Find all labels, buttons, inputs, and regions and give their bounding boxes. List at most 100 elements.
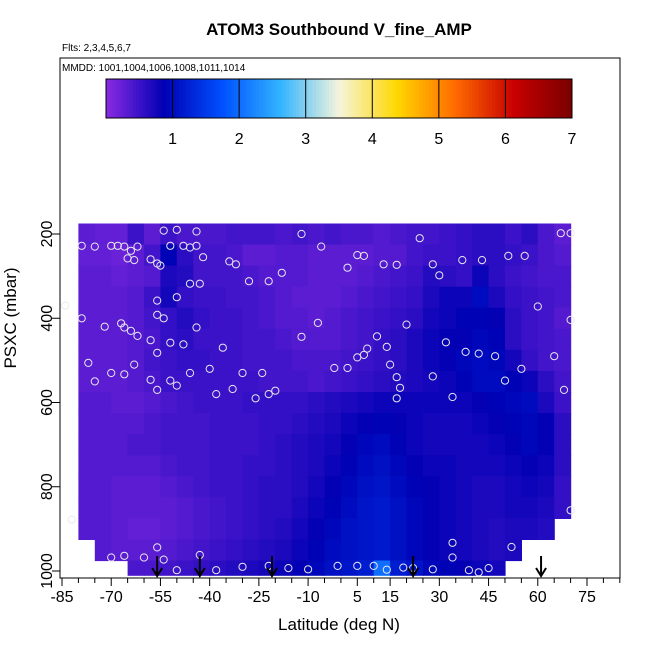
heatmap-cell — [94, 413, 112, 435]
obs-point — [153, 348, 162, 357]
colorbar-step — [225, 79, 230, 118]
colorbar-step — [388, 79, 393, 118]
heatmap-cell — [505, 328, 522, 351]
heatmap-cell — [258, 286, 276, 309]
heatmap-cell — [275, 539, 293, 562]
colorbar-step — [465, 79, 470, 118]
flight-arrows — [151, 556, 547, 578]
heatmap-cell — [144, 518, 161, 540]
heatmap-cell — [357, 413, 375, 435]
heatmap-cell — [439, 560, 457, 576]
heatmap-cell — [472, 349, 490, 372]
heatmap-cell — [422, 244, 440, 267]
heatmap-cell — [406, 370, 424, 393]
heatmap-cell — [554, 307, 572, 330]
heatmap-cell — [144, 392, 161, 414]
colorbar-step — [305, 79, 310, 118]
colorbar-step — [106, 79, 110, 118]
heatmap-cell — [324, 518, 342, 540]
colorbar-step — [412, 79, 417, 118]
heatmap-cell — [390, 392, 408, 414]
obs-point — [500, 376, 510, 385]
heatmap-cell — [226, 223, 244, 246]
heatmap-cell — [78, 370, 96, 393]
heatmap-cell — [455, 265, 473, 288]
heatmap-cell — [226, 328, 244, 351]
heatmap-cell — [537, 434, 555, 456]
heatmap-cell — [176, 349, 194, 372]
heatmap-cell — [111, 476, 129, 498]
colorbar-step — [199, 79, 204, 118]
colorbar-step — [368, 79, 373, 118]
obs-point — [317, 242, 326, 251]
obs-point — [153, 296, 162, 305]
heatmap-cell — [78, 434, 96, 456]
colorbar-step — [285, 79, 290, 118]
heatmap-cell — [390, 434, 408, 456]
colorbar-step — [508, 79, 513, 118]
obs-point — [139, 553, 149, 562]
heatmap-cell — [209, 539, 227, 562]
heatmap-cell — [94, 518, 112, 540]
colorbar-step — [132, 79, 137, 118]
heatmap-cell — [537, 413, 555, 435]
heatmap-cell — [422, 497, 440, 519]
heatmap-cell — [422, 370, 440, 393]
colorbar-step — [282, 79, 287, 118]
colorbar-step — [408, 79, 413, 118]
heatmap-cell — [357, 434, 375, 456]
colorbar-step — [315, 79, 320, 118]
obs-point — [359, 350, 368, 359]
heatmap-cell — [193, 413, 211, 435]
colorbar-step — [382, 79, 387, 118]
heatmap-cell — [324, 434, 342, 456]
heatmap-cell — [291, 476, 309, 498]
obs-point — [146, 255, 155, 264]
colorbar-step — [269, 79, 273, 118]
obs-point — [304, 565, 313, 574]
colorbar-step — [152, 79, 157, 118]
heatmap-cell — [258, 392, 276, 414]
heatmap-cell — [390, 223, 408, 246]
heatmap-cell — [160, 413, 178, 435]
colorbar-step — [125, 79, 130, 118]
heatmap-cell — [406, 434, 424, 456]
x-tick-label: -55 — [149, 589, 172, 606]
obs-point — [153, 310, 162, 319]
obs-point — [284, 564, 293, 573]
colorbar-step — [119, 79, 124, 118]
heatmap-cell — [94, 244, 112, 267]
y-tick-label: 1000 — [39, 553, 56, 589]
heatmap-cell — [258, 455, 276, 477]
heatmap-cell — [275, 518, 293, 540]
heatmap-cell — [308, 539, 326, 562]
heatmap-cell — [111, 392, 129, 414]
heatmap-cell — [455, 476, 473, 498]
obs-point — [402, 320, 411, 329]
obs-point — [120, 551, 129, 560]
y-tick-label: 400 — [39, 305, 56, 332]
heatmap-cell — [537, 265, 555, 288]
heatmap-cell — [340, 265, 358, 288]
colorbar-step — [455, 79, 460, 118]
heatmap-cell — [373, 265, 391, 288]
heatmap-cell — [308, 560, 326, 576]
colorbar-step — [528, 79, 533, 118]
heatmap-cell — [308, 265, 326, 288]
heatmap-cell — [488, 370, 506, 393]
heatmap-cell — [472, 455, 490, 477]
heatmap-cell — [144, 539, 161, 562]
heatmap-cell — [176, 539, 194, 562]
heatmap-cell — [176, 307, 194, 330]
colorbar-step — [252, 79, 257, 118]
heatmap-cell — [357, 223, 375, 246]
heatmap-cell — [406, 518, 424, 540]
colorbar-step — [229, 79, 233, 118]
colorbar-step — [485, 79, 490, 118]
heatmap-cell — [324, 223, 342, 246]
heatmap-cell — [455, 307, 473, 330]
obs-point — [461, 347, 470, 356]
heatmap-cell — [455, 434, 473, 456]
obs-point — [566, 506, 575, 515]
heatmap-cell — [258, 265, 276, 288]
